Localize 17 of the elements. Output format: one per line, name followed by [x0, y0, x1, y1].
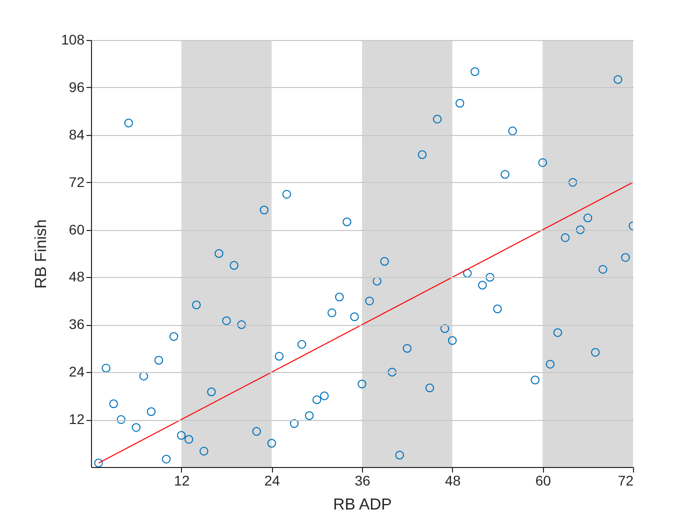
y-tick-label: 84	[68, 126, 85, 142]
y-tick-label: 24	[68, 364, 85, 380]
x-tick-label: 48	[445, 472, 461, 488]
y-tick-label: 96	[68, 78, 85, 95]
x-tick-label: 24	[264, 472, 280, 488]
y-tick-label: 60	[68, 221, 85, 238]
y-tick-label: 108	[61, 32, 85, 48]
y-tick-label: 36	[68, 316, 85, 332]
y-tick-label: 48	[68, 268, 85, 285]
x-tick-label: 72	[618, 472, 634, 488]
y-tick-label: 72	[68, 174, 85, 190]
x-axis-title: RB ADP	[333, 496, 392, 514]
y-axis-title: RB Finish	[33, 219, 50, 289]
y-tick-label: 12	[68, 411, 85, 428]
x-tick-label: 60	[535, 472, 552, 488]
x-tick-label: 36	[354, 472, 370, 488]
x-tick-label: 12	[174, 472, 190, 488]
